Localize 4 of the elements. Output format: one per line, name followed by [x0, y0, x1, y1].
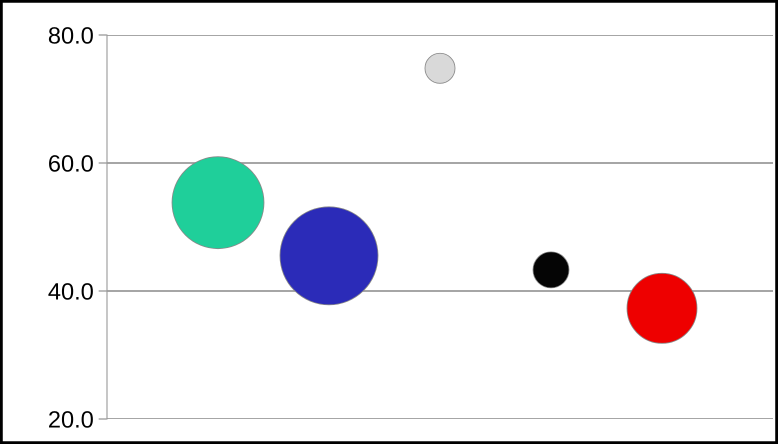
y-tick-label: 80.0: [48, 27, 93, 44]
y-tick-label: 40.0: [48, 283, 93, 300]
y-tick-label: 60.0: [49, 155, 93, 172]
y-tick-label: 20.0: [49, 411, 93, 428]
